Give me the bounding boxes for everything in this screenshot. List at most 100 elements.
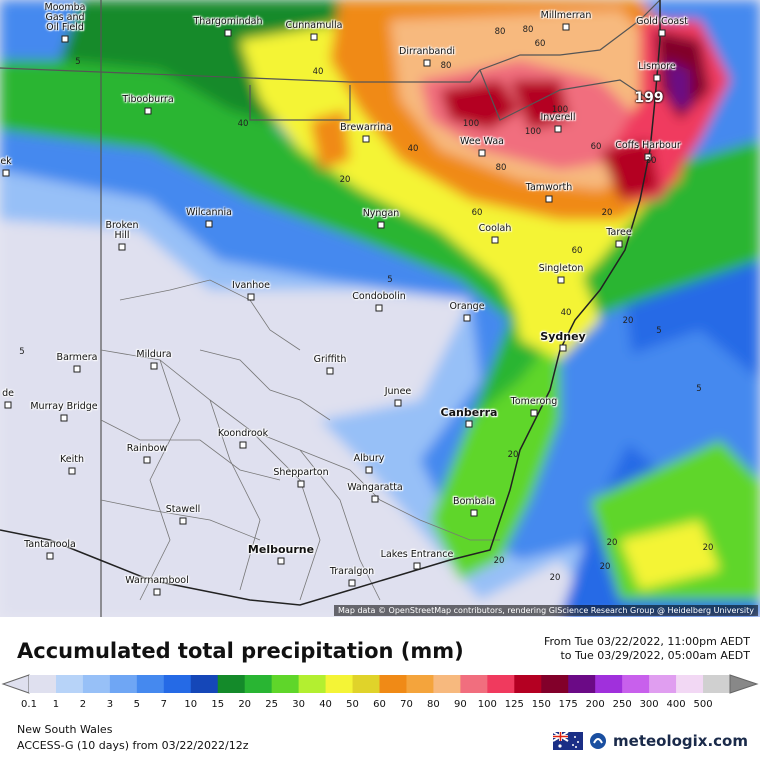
scale-swatch	[298, 675, 327, 693]
city-marker	[371, 495, 379, 503]
scale-swatch	[460, 675, 488, 693]
contour-value: 5	[696, 384, 702, 394]
city-label: Moomba Gas and Oil Field	[44, 2, 86, 33]
scale-swatch	[82, 675, 111, 693]
city-label: Wangaratta	[347, 482, 403, 493]
scale-swatch	[406, 675, 434, 693]
scale-swatch	[217, 675, 246, 693]
contour-value: 40	[312, 67, 324, 77]
contour-value: 80	[495, 163, 507, 173]
scale-tick-label: 7	[160, 699, 167, 710]
city-label: Broken Hill	[105, 220, 139, 241]
contour-value: 20	[339, 175, 351, 185]
australia-flag-icon	[553, 732, 584, 750]
city-label: Tamworth	[525, 182, 573, 193]
map-attribution: Map data © OpenStreetMap contributors, r…	[334, 605, 758, 616]
city-label: Griffith	[313, 354, 347, 365]
city-label: Brewarrina	[340, 122, 392, 133]
city-label: Orange	[449, 301, 485, 312]
city-marker	[465, 420, 473, 428]
city-label: Singleton	[538, 263, 584, 274]
city-label: Coolah	[478, 223, 512, 234]
city-marker	[247, 293, 255, 301]
scale-swatch	[649, 675, 677, 693]
city-marker	[423, 59, 431, 67]
city-marker	[644, 153, 652, 161]
contour-value: 60	[590, 142, 602, 152]
city-label: Inverell	[540, 112, 576, 123]
city-marker	[413, 562, 421, 570]
city-marker	[530, 409, 538, 417]
scale-swatch	[325, 675, 354, 693]
city-marker	[470, 509, 478, 517]
contour-value: 40	[560, 308, 572, 318]
city-marker	[61, 35, 69, 43]
scale-tick-label: 5	[133, 699, 141, 710]
scale-swatch	[244, 675, 273, 693]
contour-value: 80	[440, 61, 452, 71]
city-label: Traralgon	[329, 566, 375, 577]
city-label: Wee Waa	[460, 136, 504, 147]
scale-tick-label: 175	[558, 699, 578, 710]
contour-value: 100	[551, 105, 569, 115]
city-label: Tantanoola	[24, 539, 76, 550]
city-label: Albury	[353, 453, 385, 464]
scale-swatch	[568, 675, 596, 693]
scale-tick-label: 500	[693, 699, 713, 710]
city-marker	[73, 365, 81, 373]
scale-swatch	[163, 675, 192, 693]
brand[interactable]: meteologix.com	[553, 732, 748, 750]
city-marker	[365, 466, 373, 474]
contour-value: 80	[494, 27, 506, 37]
scale-tick-label: 40	[319, 699, 332, 710]
city-marker	[348, 579, 356, 587]
scale-tick-label: 200	[585, 699, 605, 710]
city-marker	[653, 74, 661, 82]
region-name: New South Wales	[17, 723, 113, 736]
city-marker	[297, 480, 305, 488]
scale-swatch	[379, 675, 407, 693]
contour-value: 5	[19, 347, 25, 357]
city-marker	[658, 29, 666, 37]
scale-swatch	[271, 675, 300, 693]
scale-swatch	[487, 675, 515, 693]
precip-field	[0, 0, 760, 617]
city-marker	[60, 414, 68, 422]
city-marker	[68, 467, 76, 475]
precipitation-map[interactable]: Moomba Gas and Oil Field Thargomindah Cunnam…	[0, 0, 760, 617]
contour-value: 40	[237, 119, 249, 129]
city-marker	[545, 195, 553, 203]
city-marker	[153, 588, 161, 596]
scale-tick-label: 25	[265, 699, 279, 710]
scale-tick-label: 30	[292, 699, 305, 710]
city-marker	[239, 441, 247, 449]
scale-tick-label: 10	[184, 699, 198, 710]
scale-right-arrow	[729, 674, 759, 694]
scale-tick-label: 2	[79, 699, 87, 710]
contour-value: 60	[534, 39, 546, 49]
city-label: Condobolin	[352, 291, 406, 302]
legend-footer: Accumulated total precipitation (mm) Fro…	[0, 617, 760, 760]
city-label: Keith	[60, 454, 84, 465]
scale-tick-label: 125	[504, 699, 524, 710]
contour-value: 5	[656, 326, 662, 336]
contour-value: 20	[549, 573, 561, 583]
city-label: Taree	[606, 227, 632, 238]
contour-value: 20	[606, 538, 618, 548]
city-marker	[559, 344, 567, 352]
contour-value: 60	[571, 246, 583, 256]
city-marker	[562, 23, 570, 31]
city-marker	[615, 240, 623, 248]
city-label: Lakes Entrance	[380, 549, 454, 560]
city-marker	[277, 557, 285, 565]
city-label: Warrnambool	[125, 575, 189, 586]
city-marker	[4, 401, 12, 409]
contour-value: 60	[471, 208, 483, 218]
scale-tick-label: 90	[454, 699, 467, 710]
city-label: Barmera	[56, 352, 98, 363]
model-run: ACCESS-G (10 days) from 03/22/2022/12z	[17, 739, 249, 752]
scale-tick-label: 1	[52, 699, 60, 710]
city-label: Shepparton	[273, 467, 329, 478]
contour-value: 20	[601, 208, 613, 218]
city-label: Dirranbandi	[399, 46, 455, 57]
